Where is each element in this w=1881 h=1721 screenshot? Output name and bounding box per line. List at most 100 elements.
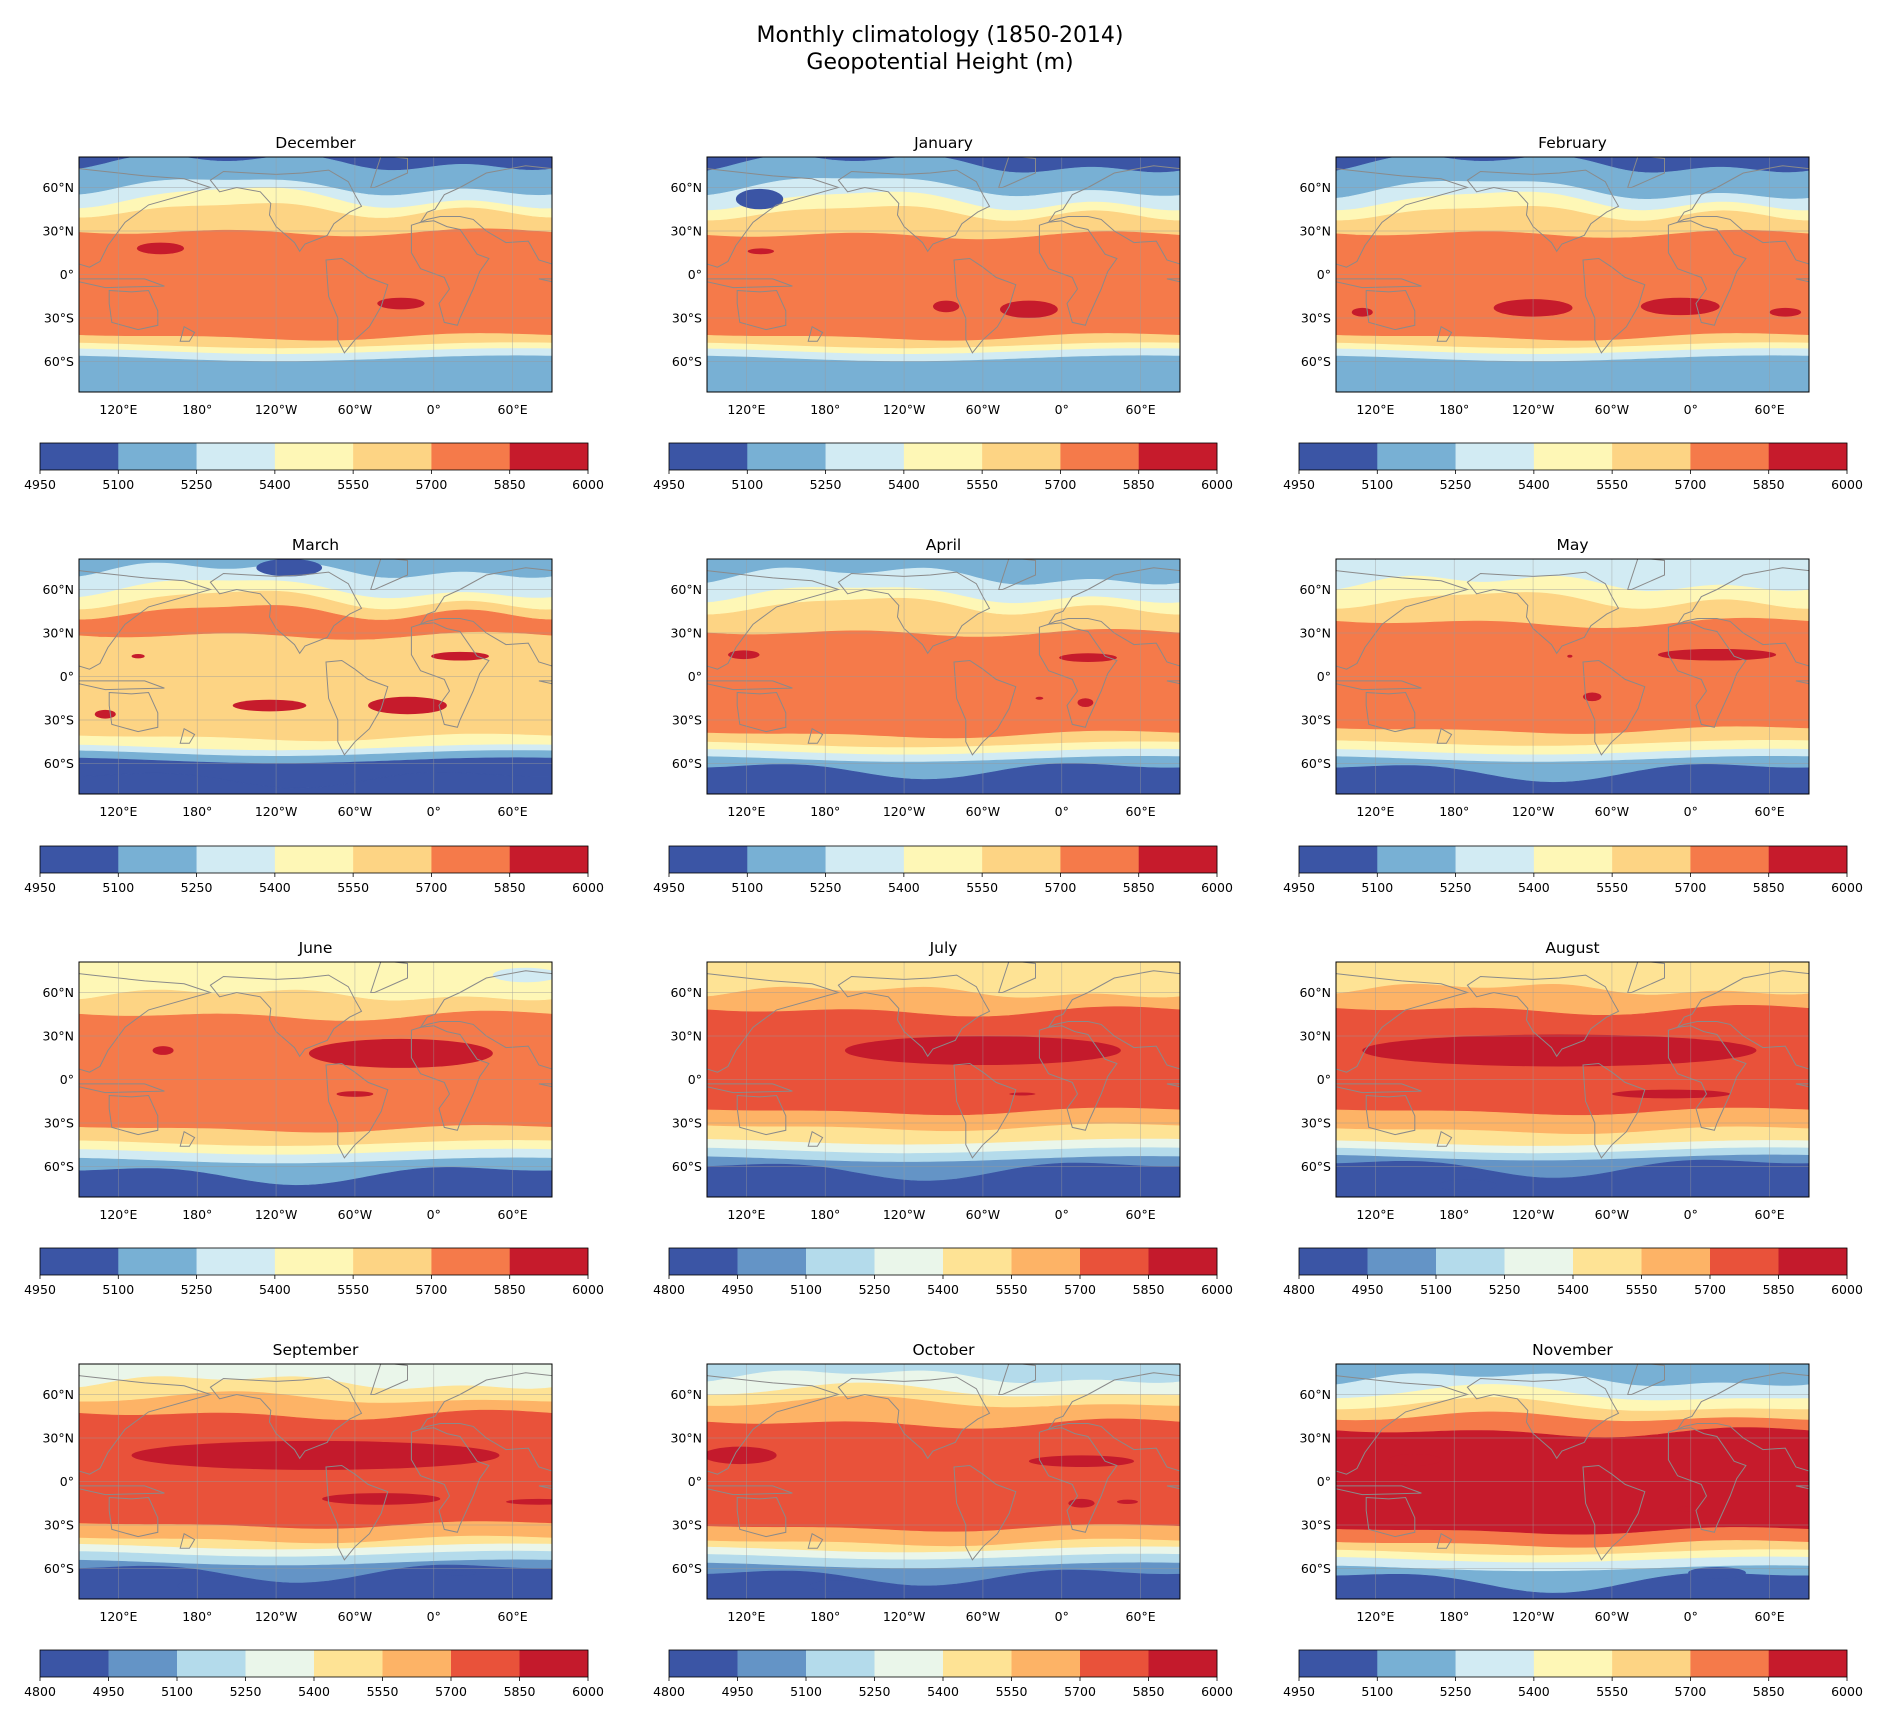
- colorbar-tick-label: 5250: [230, 1684, 262, 1699]
- colorbar-segment: [1060, 443, 1140, 470]
- coastline: [0, 221, 16, 325]
- colorbar-segment: [353, 1248, 432, 1275]
- lat-tick-label: 60°S: [1301, 1159, 1331, 1174]
- colorbar-tick-label: 5550: [996, 1282, 1028, 1297]
- panel-january: January 60°N 30°N 0° 30°S 60°S 120°E 180° 120°W 6…: [653, 134, 1233, 492]
- coastline: [582, 693, 631, 732]
- colorbar-segment: [431, 846, 511, 873]
- colorbar-tick-label: 5850: [1133, 1684, 1165, 1699]
- coastline: [1667, 1427, 1747, 1533]
- lon-tick-label: 60°E: [498, 1609, 528, 1624]
- colorbar-tick-label: 5400: [888, 880, 920, 895]
- coastline: [179, 1532, 196, 1549]
- lon-tick-label: 180°: [810, 1207, 840, 1222]
- lon-tick-label: 120°W: [255, 1207, 297, 1222]
- colorbar-segment: [1573, 1248, 1642, 1275]
- colorbar-tick-label: 6000: [1831, 477, 1863, 492]
- lon-tick-label: 120°W: [255, 1609, 297, 1624]
- contour-cell: [1657, 648, 1777, 661]
- colorbar-tick-label: 4950: [24, 880, 56, 895]
- colorbar-tick-label: 5400: [927, 1282, 959, 1297]
- colorbar-tick-label: 6000: [1201, 880, 1233, 895]
- lat-tick-label: 60°S: [672, 1561, 702, 1576]
- contour-cell: [377, 297, 425, 310]
- colorbar-segment: [245, 1650, 315, 1677]
- colorbar-tick-label: 5250: [859, 1684, 891, 1699]
- lat-tick-label: 30°N: [42, 1430, 74, 1445]
- lon-tick-label: 120°E: [727, 402, 765, 417]
- map-frame: [78, 558, 553, 795]
- colorbar-tick-label: 5850: [504, 1684, 536, 1699]
- lon-tick-label: 60°E: [1126, 804, 1156, 819]
- contour-cell: [492, 967, 552, 983]
- lon-tick-label: 120°E: [1356, 804, 1394, 819]
- colorbar-tick-label: 5100: [731, 477, 763, 492]
- coastline: [1839, 1498, 1881, 1537]
- lon-tick-label: 120°E: [727, 804, 765, 819]
- lon-tick-label: 180°: [1439, 402, 1469, 417]
- coastline: [1038, 1025, 1118, 1131]
- coastline: [209, 974, 363, 1058]
- coastline: [209, 169, 363, 253]
- colorbar-segment: [1377, 846, 1456, 873]
- lat-tick-label: 60°N: [1299, 985, 1331, 1000]
- coastline: [1839, 693, 1881, 732]
- contour-cell: [1769, 307, 1802, 317]
- map-frame: [78, 1363, 553, 1600]
- contour-band: [79, 355, 552, 392]
- colorbar-tick-label: 5250: [1489, 1282, 1521, 1297]
- coastline: [1365, 691, 1416, 733]
- colorbar-segment: [1612, 443, 1691, 470]
- gridlines: [1336, 559, 1809, 794]
- coastline: [179, 1130, 196, 1147]
- colorbar-segment: [314, 1650, 383, 1677]
- map-frame: [706, 558, 1181, 795]
- lon-tick-label: 120°E: [99, 1207, 137, 1222]
- colorbar-tick-label: 4950: [722, 1282, 754, 1297]
- colorbar-tick-label: 5250: [1440, 880, 1472, 895]
- coastline: [1038, 220, 1118, 326]
- coastline: [179, 325, 196, 342]
- coastline: [837, 1376, 991, 1460]
- lon-tick-label: 120°E: [99, 402, 137, 417]
- colorbar-segment: [1690, 846, 1770, 873]
- colorbar-october: 4800 4950 5100 5250 5400 5550 5700 5850 6000: [653, 1649, 1233, 1699]
- gridlines: [707, 1364, 1180, 1599]
- contour-cell: [232, 699, 307, 712]
- colorbar-tick-label: 5700: [416, 880, 448, 895]
- coastline: [1582, 659, 1646, 756]
- colorbar-segment: [1148, 1248, 1218, 1275]
- figure-title-line1: Monthly climatology (1850-2014): [756, 23, 1123, 48]
- colorbar-tick-label: 5100: [790, 1282, 822, 1297]
- gridlines: [1336, 157, 1809, 392]
- lat-tick-label: 0°: [1317, 267, 1331, 282]
- colorbar-segment: [747, 443, 826, 470]
- lon-tick-label: 180°: [182, 1207, 212, 1222]
- coastline: [1436, 1532, 1453, 1549]
- lon-tick-label: 0°: [1684, 804, 1698, 819]
- colorbar-tick-label: 4950: [24, 477, 56, 492]
- lon-tick-label: 120°E: [99, 804, 137, 819]
- contour-band: [707, 1418, 1180, 1533]
- lon-tick-label: 120°E: [1356, 402, 1394, 417]
- colorbar-tick-label: 5550: [1596, 477, 1628, 492]
- gridlines: [79, 962, 552, 1197]
- contour-band: [707, 355, 1180, 392]
- colorbar-tick-label: 5850: [1763, 1282, 1795, 1297]
- lat-tick-label: 30°S: [1301, 311, 1331, 326]
- colorbar-segment: [1768, 443, 1848, 470]
- colorbar-tick-label: 5100: [1361, 1684, 1393, 1699]
- colorbar-tick-label: 5250: [181, 880, 213, 895]
- map-frame: [706, 961, 1181, 1198]
- panel-title-april: April: [926, 536, 961, 554]
- lat-tick-label: 60°S: [44, 1159, 74, 1174]
- colorbar-tick-label: 4800: [1283, 1282, 1315, 1297]
- colorbar-tick-label: 4950: [653, 477, 685, 492]
- colorbar-segment: [1377, 443, 1456, 470]
- colorbar-segment: [1455, 846, 1535, 873]
- coastline: [953, 1062, 1017, 1159]
- lat-tick-label: 30°S: [672, 713, 702, 728]
- colorbar-tick-label: 5850: [1123, 880, 1155, 895]
- colorbar-segment: [40, 443, 119, 470]
- lon-tick-label: 180°: [810, 1609, 840, 1624]
